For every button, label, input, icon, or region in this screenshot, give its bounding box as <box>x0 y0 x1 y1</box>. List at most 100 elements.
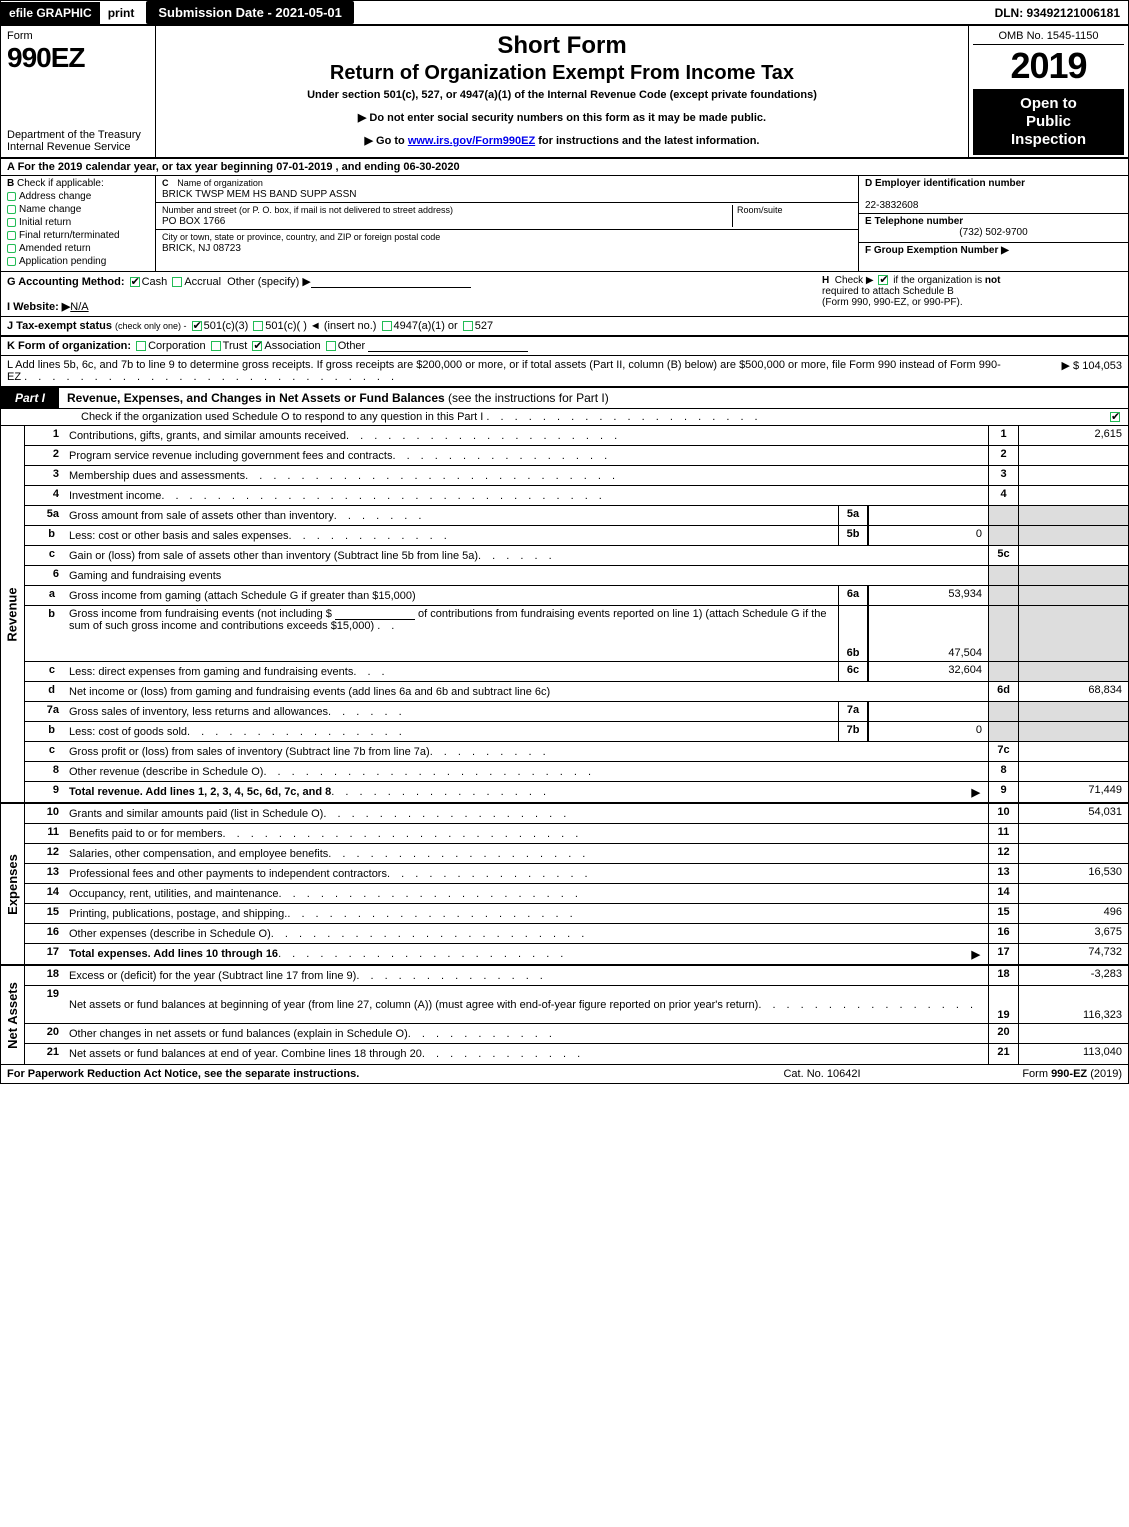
check-trust[interactable] <box>211 341 221 351</box>
entity-right: D Employer identification number 22-3832… <box>858 176 1128 271</box>
line-21: 21 Net assets or fund balances at end of… <box>25 1044 1128 1064</box>
check-other-org[interactable] <box>326 341 336 351</box>
line-7b: b Less: cost of goods sold . . . . . . .… <box>25 722 1128 742</box>
line-19-val: 116,323 <box>1018 986 1128 1023</box>
line-7b-box: 7b <box>838 722 868 741</box>
check-app-label: Application pending <box>19 256 106 267</box>
line-5a-box: 5a <box>838 506 868 525</box>
check-cash[interactable] <box>130 277 140 287</box>
line-18-desc: Excess or (deficit) for the year (Subtra… <box>69 970 356 982</box>
taxyear-label: A For the 2019 calendar year, or tax yea… <box>7 161 276 173</box>
line-6c-boxval: 32,604 <box>868 662 988 681</box>
line-5a-desc: Gross amount from sale of assets other t… <box>69 510 334 522</box>
other-org-input[interactable] <box>368 340 528 352</box>
line-6a: a Gross income from gaming (attach Sched… <box>25 586 1128 606</box>
line-6b-contrib-input[interactable] <box>335 608 415 620</box>
h-text1: Check ▶ <box>835 275 874 286</box>
line-6b-rt-grey <box>988 606 1018 661</box>
line-5a-boxval <box>868 506 988 525</box>
efile-graphic-button[interactable]: efile GRAPHIC <box>1 2 100 24</box>
line-7a-no: 7a <box>25 702 65 721</box>
footer-right: Form 990-EZ (2019) <box>922 1068 1122 1080</box>
submission-date-button[interactable]: Submission Date - 2021-05-01 <box>146 1 354 24</box>
street-value: PO BOX 1766 <box>162 216 225 227</box>
j-501c3: 501(c)(3) <box>204 320 249 332</box>
check-corporation[interactable] <box>136 341 146 351</box>
check-initial-label: Initial return <box>19 217 71 228</box>
goto-post: for instructions and the latest informat… <box>535 135 759 147</box>
line-20-rt: 20 <box>988 1024 1018 1043</box>
line-7c-rt: 7c <box>988 742 1018 761</box>
room-label: Room/suite <box>737 205 783 215</box>
street-row: Number and street (or P. O. box, if mail… <box>156 203 858 230</box>
part-1-sub-text: Check if the organization used Schedule … <box>81 411 483 423</box>
line-5b-boxval: 0 <box>868 526 988 545</box>
expenses-section: Expenses 10 Grants and similar amounts p… <box>1 804 1128 966</box>
dept-line1: Department of the Treasury <box>7 129 141 141</box>
check-527[interactable] <box>463 321 473 331</box>
j-insert: ◄ (insert no.) <box>310 320 377 332</box>
under-section-text: Under section 501(c), 527, or 4947(a)(1)… <box>164 89 960 101</box>
part-1-tab: Part I <box>1 388 59 408</box>
line-13-desc: Professional fees and other payments to … <box>69 868 387 880</box>
line-10-val: 54,031 <box>1018 804 1128 823</box>
line-7a-val-grey <box>1018 702 1128 721</box>
line-21-no: 21 <box>25 1044 65 1064</box>
line-6-val-grey <box>1018 566 1128 585</box>
line-18-val: -3,283 <box>1018 966 1128 985</box>
phone-value: (732) 502-9700 <box>865 227 1122 238</box>
irs-link[interactable]: www.irs.gov/Form990EZ <box>408 135 535 147</box>
line-8-desc: Other revenue (describe in Schedule O) <box>69 766 263 778</box>
check-association[interactable] <box>252 341 262 351</box>
line-10-desc: Grants and similar amounts paid (list in… <box>69 808 323 820</box>
form-number: 990EZ <box>7 42 149 74</box>
line-16-desc: Other expenses (describe in Schedule O) <box>69 928 271 940</box>
line-7b-desc: Less: cost of goods sold <box>69 726 187 738</box>
check-application-pending[interactable] <box>7 257 16 266</box>
line-10-no: 10 <box>25 804 65 823</box>
other-specify-input[interactable] <box>311 276 471 288</box>
c-text: Name of organization <box>177 178 263 188</box>
line-7a-boxval <box>868 702 988 721</box>
line-9: 9 Total revenue. Add lines 1, 2, 3, 4, 5… <box>25 782 1128 802</box>
entity-mid: C Name of organization BRICK TWSP MEM HS… <box>156 176 858 271</box>
line-5a-no: 5a <box>25 506 65 525</box>
line-6d-val: 68,834 <box>1018 682 1128 701</box>
h-not: not <box>985 275 1001 286</box>
city-label: City or town, state or province, country… <box>162 232 440 242</box>
check-address-change[interactable] <box>7 192 16 201</box>
check-501c[interactable] <box>253 321 263 331</box>
check-amended-return[interactable] <box>7 244 16 253</box>
check-name-change[interactable] <box>7 205 16 214</box>
check-4947[interactable] <box>382 321 392 331</box>
part-1-sub-dots: . . . . . . . . . . . . . . . . . . . . <box>486 411 761 423</box>
line-17-rt: 17 <box>988 944 1018 964</box>
check-accrual[interactable] <box>172 277 182 287</box>
check-initial-return[interactable] <box>7 218 16 227</box>
check-final-return[interactable] <box>7 231 16 240</box>
check-schedule-b-not-required[interactable] <box>878 275 888 285</box>
row-l: L Add lines 5b, 6c, and 7b to line 9 to … <box>1 355 1128 386</box>
k-trust: Trust <box>223 340 248 352</box>
line-9-desc: Total revenue. Add lines 1, 2, 3, 4, 5c,… <box>69 786 331 798</box>
section-b-checks: B Check if applicable: Address change Na… <box>1 176 156 271</box>
line-15-desc: Printing, publications, postage, and shi… <box>69 908 287 920</box>
line-4: 4 Investment income . . . . . . . . . . … <box>25 486 1128 506</box>
j-label: J Tax-exempt status <box>7 320 112 332</box>
line-20-val <box>1018 1024 1128 1043</box>
line-12-val <box>1018 844 1128 863</box>
line-14-rt: 14 <box>988 884 1018 903</box>
print-link[interactable]: print <box>100 2 143 24</box>
check-501c3[interactable] <box>192 321 202 331</box>
line-5b-no: b <box>25 526 65 545</box>
title-center: Short Form Return of Organization Exempt… <box>156 26 968 157</box>
check-amended-label: Amended return <box>19 243 91 254</box>
line-2-no: 2 <box>25 446 65 465</box>
line-11-desc: Benefits paid to or for members <box>69 828 222 840</box>
check-schedule-o-used[interactable] <box>1110 412 1120 422</box>
footer-right-pre: Form <box>1022 1068 1051 1080</box>
line-9-val: 71,449 <box>1018 782 1128 802</box>
website-value: N/A <box>70 301 88 313</box>
line-6b-desc1: Gross income from fundraising events (no… <box>69 608 332 620</box>
line-6d-desc: Net income or (loss) from gaming and fun… <box>69 686 550 698</box>
